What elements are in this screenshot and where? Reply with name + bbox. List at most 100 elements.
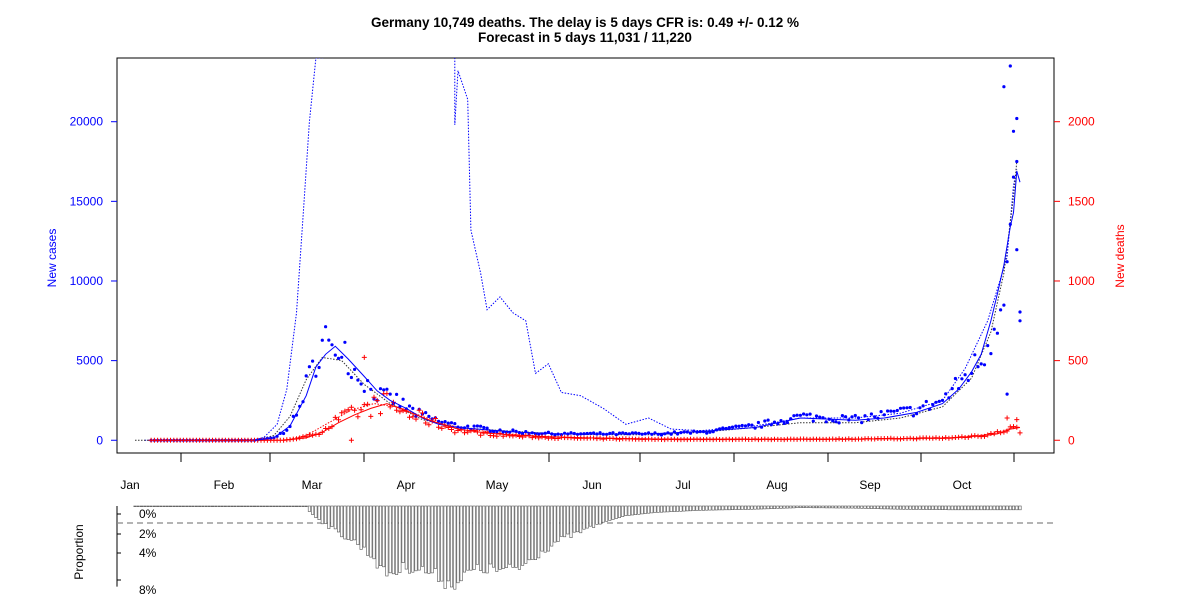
proportion-bar xyxy=(140,505,144,507)
death-point xyxy=(423,420,429,426)
proportion-bar xyxy=(159,505,163,507)
proportion-bar xyxy=(317,505,321,520)
x-axis: Jan Feb Mar Apr May Jun Jul Aug Sep Oct xyxy=(120,453,1015,492)
case-point xyxy=(388,392,392,396)
case-point xyxy=(449,421,454,425)
proportion-bar xyxy=(614,505,618,519)
proportion-bar xyxy=(491,505,495,568)
proportion-bar xyxy=(508,505,512,565)
case-point xyxy=(844,415,848,419)
case-point xyxy=(863,414,867,418)
proportion-bar xyxy=(440,505,444,582)
proportion-bar xyxy=(869,505,873,509)
death-point xyxy=(1004,415,1010,421)
proportion-bar xyxy=(685,505,689,512)
case-point xyxy=(472,424,476,428)
case-point xyxy=(811,419,815,423)
bar-y-axis: 0% 2% 4% 8% xyxy=(116,506,1054,597)
case-point xyxy=(330,343,334,347)
case-point xyxy=(979,362,983,366)
proportion-bar xyxy=(792,505,796,509)
proportion-bar xyxy=(220,505,224,507)
case-point xyxy=(834,420,838,424)
proportion-bar xyxy=(966,505,970,511)
x-tick-label: Feb xyxy=(214,478,235,492)
proportion-bar xyxy=(802,505,806,509)
death-point xyxy=(371,394,377,400)
proportion-bar xyxy=(175,505,179,507)
proportion-bar xyxy=(459,505,463,582)
proportion-bar xyxy=(427,505,431,574)
death-point xyxy=(352,407,358,413)
proportion-bar xyxy=(779,505,783,509)
death-point xyxy=(397,409,403,415)
case-point xyxy=(792,414,796,418)
proportion-bar xyxy=(340,505,344,538)
case-point xyxy=(427,414,431,418)
case-point xyxy=(437,419,441,423)
death-point xyxy=(600,436,606,442)
case-point xyxy=(986,344,990,348)
death-point xyxy=(348,437,354,443)
proportion-bar xyxy=(598,505,602,525)
case-point xyxy=(869,412,874,416)
proportion-bar xyxy=(714,505,718,511)
proportion-bar xyxy=(947,505,951,511)
case-point xyxy=(324,325,328,329)
proportion-bar xyxy=(411,505,415,573)
proportion-bar xyxy=(743,505,747,510)
case-point xyxy=(999,308,1003,312)
proportion-bar xyxy=(718,505,722,511)
left-axis-label: New cases xyxy=(45,229,59,288)
proportion-bar xyxy=(388,505,392,574)
proportion-bar xyxy=(634,505,638,515)
case-point xyxy=(886,409,890,413)
proportion-bar xyxy=(737,505,741,510)
proportion-bar xyxy=(785,505,789,509)
case-point xyxy=(1011,175,1016,179)
case-point xyxy=(840,414,845,418)
case-point xyxy=(304,374,308,378)
proportion-bar xyxy=(336,505,340,533)
x-tick-label: Sep xyxy=(859,478,881,492)
proportion-bar xyxy=(372,505,376,560)
proportion-bar xyxy=(181,505,185,507)
proportion-bar xyxy=(246,505,250,507)
proportion-bar xyxy=(937,505,941,511)
case-point xyxy=(976,365,980,369)
case-point xyxy=(314,374,318,378)
proportion-bar xyxy=(769,505,773,510)
case-point xyxy=(785,420,790,425)
death-point xyxy=(345,407,351,413)
proportion-bar xyxy=(740,505,744,510)
proportion-bar xyxy=(915,505,919,510)
death-point xyxy=(407,414,412,420)
proportion-bar xyxy=(223,505,227,507)
proportion-bar xyxy=(827,505,831,509)
case-point xyxy=(973,353,977,357)
case-point xyxy=(924,399,928,404)
proportion-bar xyxy=(666,505,670,513)
proportion-bar xyxy=(466,505,470,571)
death-point xyxy=(549,435,555,441)
proportion-bar xyxy=(730,505,734,511)
proportion-bar xyxy=(133,505,137,507)
proportion-bar xyxy=(944,505,948,511)
proportion-bar xyxy=(469,505,473,571)
proportion-bar xyxy=(149,505,153,507)
proportion-bar xyxy=(882,505,886,510)
case-point xyxy=(598,431,602,435)
case-point xyxy=(802,412,806,416)
proportion-bar xyxy=(821,505,825,509)
proportion-bar xyxy=(976,505,980,511)
proportion-bar xyxy=(627,505,631,516)
right-tick-label: 1500 xyxy=(1068,194,1095,208)
case-point xyxy=(1005,260,1009,264)
proportion-bar xyxy=(595,505,599,525)
case-point xyxy=(966,378,970,383)
case-point xyxy=(905,406,909,410)
proportion-bar xyxy=(401,505,405,564)
proportion-bar xyxy=(514,505,518,568)
proportion-bar xyxy=(275,505,279,507)
proportion-bar xyxy=(727,505,731,511)
